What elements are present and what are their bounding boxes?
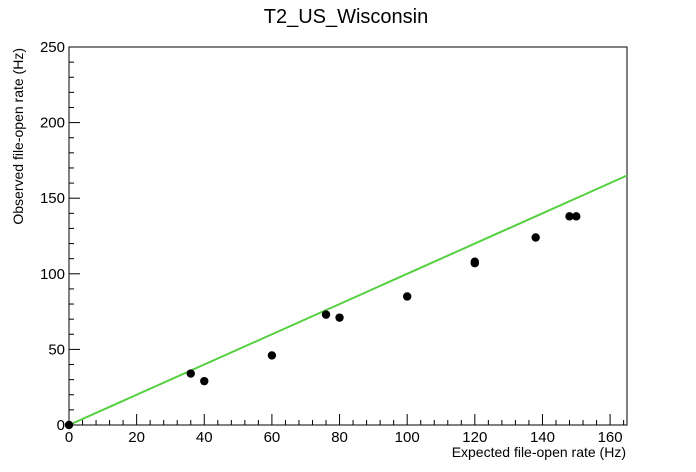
points-layer xyxy=(64,212,581,430)
data-point xyxy=(64,420,74,430)
axes: 0 20 40 60 80 100 120 140 160 0 50 100 150 200 250 xyxy=(40,39,628,446)
reference-line-layer xyxy=(68,174,628,426)
y-tick-label: 0 xyxy=(57,417,65,434)
x-tick-label: 80 xyxy=(331,429,348,446)
x-axis-title: Expected file-open rate (Hz) xyxy=(452,444,626,460)
x-tick-label: 0 xyxy=(65,429,73,446)
reference-line xyxy=(68,174,628,426)
data-point xyxy=(200,376,209,386)
x-tick-label: 100 xyxy=(395,429,420,446)
x-tick-label: 120 xyxy=(462,429,487,446)
data-point xyxy=(572,212,581,221)
y-tick-label: 250 xyxy=(40,39,65,56)
chart-title: T2_US_Wisconsin xyxy=(264,6,429,28)
y-tick-label: 200 xyxy=(40,115,65,132)
x-tick-label: 20 xyxy=(128,429,145,446)
data-point xyxy=(186,369,195,378)
data-point xyxy=(470,257,480,266)
x-tick-label: 40 xyxy=(196,429,213,446)
data-point xyxy=(321,310,331,319)
data-point xyxy=(267,351,277,360)
x-tick-label: 60 xyxy=(264,429,281,446)
data-point xyxy=(335,313,344,322)
data-point xyxy=(402,292,412,301)
data-point xyxy=(531,233,540,242)
x-tick-label: 140 xyxy=(530,429,555,446)
y-tick-label: 50 xyxy=(48,341,65,358)
data-point xyxy=(565,212,574,221)
y-axis-title: Observed file-open rate (Hz) xyxy=(10,48,26,225)
y-tick-label: 100 xyxy=(40,266,65,283)
plot-frame xyxy=(68,46,628,426)
x-tick-label: 160 xyxy=(598,429,623,446)
y-tick-label: 150 xyxy=(40,190,65,207)
